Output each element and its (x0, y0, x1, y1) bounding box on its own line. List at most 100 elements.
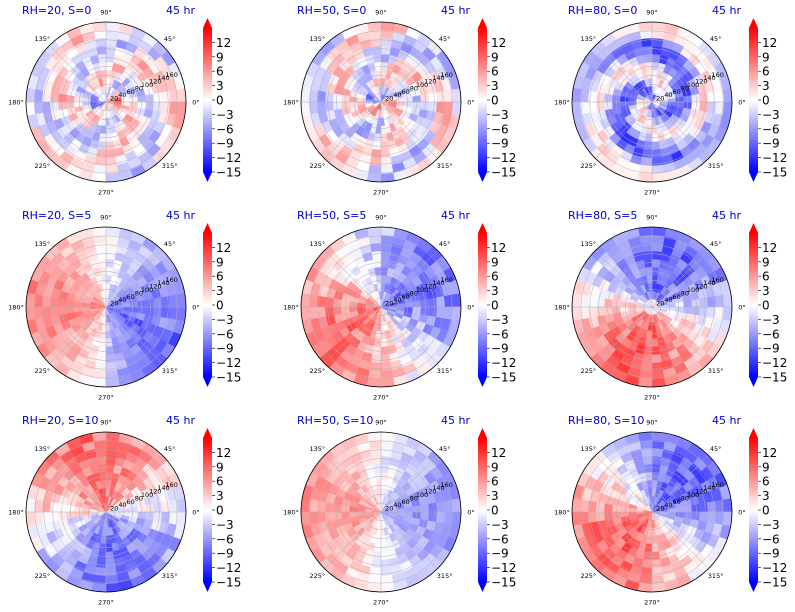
heat-cell (380, 156, 393, 167)
heat-cell (96, 250, 107, 260)
colorbar-extend-min (478, 377, 487, 387)
colorbar-extend-max (749, 223, 758, 233)
heat-cell (41, 90, 52, 103)
radial-tick-label: 100 (141, 81, 153, 89)
heat-cell (595, 502, 605, 513)
heat-cell (94, 242, 107, 253)
heat-cell (366, 21, 382, 32)
colorbar-tick-label: 6 (216, 270, 224, 284)
heat-cell (105, 377, 121, 388)
heat-cell (699, 511, 709, 522)
colorbar-extend-max (749, 18, 758, 28)
radial-tick-label: 20 (110, 300, 118, 308)
heat-cell (366, 582, 382, 593)
colorbar-tick-label: −9 (762, 547, 780, 561)
heat-cell (651, 242, 664, 253)
angle-tick-label: 45° (164, 240, 176, 248)
heat-cell (105, 447, 118, 458)
radial-tick-label: 60 (401, 88, 409, 96)
polar-panel: 20 40 60 801001201401600°45°90°135°180°225°… (8, 4, 241, 197)
heat-cell (380, 250, 391, 260)
colorbar-tick-label: 9 (216, 255, 224, 269)
angle-tick-label: 135° (35, 240, 51, 248)
colorbar-tick-label: −6 (491, 532, 509, 546)
heat-cell (25, 87, 36, 103)
heat-cell (571, 101, 582, 117)
heat-cell (380, 361, 393, 372)
heat-cell (316, 101, 327, 114)
heat-cell (699, 101, 709, 112)
colorbar-tick-label: 3 (491, 284, 499, 298)
heat-cell (369, 361, 382, 372)
angle-tick-label: 225° (310, 572, 326, 580)
angle-tick-label: 225° (581, 367, 597, 375)
angle-tick-label: 180° (283, 99, 299, 107)
heat-cell (651, 149, 662, 159)
angle-tick-label: 135° (581, 445, 597, 453)
heat-cell (642, 455, 653, 465)
heat-cell (176, 306, 187, 322)
heat-cell (451, 101, 462, 117)
colorbar-tick-label: −6 (491, 122, 509, 136)
heat-cell (428, 511, 438, 522)
panel-title: RH=20, S=5 (22, 209, 91, 222)
colorbar-tick-label: −12 (762, 356, 787, 370)
panel-time-label: 45 hr (166, 209, 195, 222)
angle-tick-label: 0° (738, 99, 745, 107)
heat-cell (428, 502, 438, 513)
colorbar-tick-label: 3 (762, 284, 770, 298)
heat-cell (316, 511, 327, 524)
colorbar-tick-label: 12 (491, 446, 506, 460)
angular-gridline (324, 101, 382, 159)
radial-tick-label: 120 (695, 78, 707, 86)
colorbar-extend-min (203, 377, 212, 387)
angle-tick-label: 45° (439, 445, 451, 453)
colorbar-tick-label: −15 (216, 166, 241, 180)
angle-tick-label: 0° (467, 509, 474, 517)
heat-cell (105, 250, 116, 260)
heat-cell (371, 149, 382, 159)
heat-cell (300, 511, 311, 527)
heat-cell (651, 45, 662, 55)
colorbar-body (749, 233, 758, 377)
colorbar-extend-max (203, 18, 212, 28)
radial-tick-label: 160 (440, 71, 452, 79)
heat-cell (637, 21, 653, 32)
colorbar-tick-label: −15 (762, 166, 787, 180)
heat-cell (49, 502, 59, 513)
colorbar-tick-label: −6 (762, 532, 780, 546)
heat-cell (380, 447, 393, 458)
colorbar-tick-label: −12 (762, 561, 787, 575)
polar-frame (25, 21, 187, 183)
colorbar-tick-label: 12 (216, 36, 231, 50)
heat-cell (105, 361, 118, 372)
angle-tick-label: 135° (35, 35, 51, 43)
angular-gridline (49, 101, 107, 159)
heat-cell (371, 559, 382, 569)
colorbar-tick-label: 3 (762, 489, 770, 503)
polar-panel: 20 40 60 801001201401600°45°90°135°180°225°… (8, 209, 241, 402)
colorbar-extend-max (203, 223, 212, 233)
heat-cell (94, 37, 107, 48)
heatmap-field (571, 21, 733, 183)
heat-cell (651, 566, 664, 577)
colorbar-tick-label: 9 (762, 460, 770, 474)
heat-cell (435, 511, 446, 524)
heat-cell (640, 37, 653, 48)
colorbar-extend-min (203, 582, 212, 592)
angle-tick-label: 270° (644, 394, 660, 402)
heat-cell (25, 292, 36, 308)
heat-cell (699, 297, 709, 308)
angle-tick-label: 90° (375, 214, 387, 222)
heat-cell (300, 87, 311, 103)
heat-cell (25, 497, 36, 513)
radial-tick-label: 160 (165, 481, 177, 489)
heat-cell (651, 455, 662, 465)
heat-cell (706, 295, 717, 308)
heat-cell (380, 566, 393, 577)
colorbar-tick-label: −12 (216, 356, 241, 370)
panel-time-label: 45 hr (712, 209, 741, 222)
